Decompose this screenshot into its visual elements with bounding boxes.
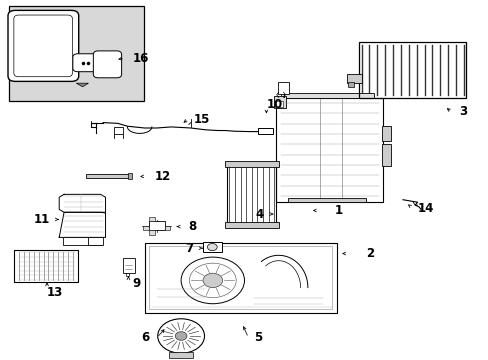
Bar: [288, 198, 366, 202]
Bar: [168, 352, 193, 357]
Bar: [275, 102, 282, 107]
Bar: [358, 42, 466, 98]
Text: 3: 3: [458, 105, 466, 118]
Bar: [281, 93, 373, 98]
Bar: [224, 222, 278, 228]
Bar: [203, 242, 221, 252]
Circle shape: [158, 319, 204, 353]
Bar: [149, 230, 155, 234]
Bar: [224, 161, 278, 167]
Bar: [149, 217, 155, 221]
Bar: [14, 250, 78, 282]
Bar: [63, 237, 102, 244]
Text: 8: 8: [188, 220, 196, 233]
Bar: [277, 82, 289, 94]
Text: 4: 4: [255, 208, 264, 221]
Bar: [143, 226, 149, 230]
FancyBboxPatch shape: [73, 54, 103, 72]
Bar: [381, 144, 390, 166]
Bar: [9, 6, 143, 101]
Bar: [276, 98, 383, 202]
FancyBboxPatch shape: [93, 51, 122, 78]
Bar: [149, 221, 164, 230]
Bar: [347, 82, 353, 87]
Bar: [258, 128, 272, 134]
Bar: [164, 226, 170, 230]
Bar: [88, 237, 103, 244]
Text: 6: 6: [141, 331, 149, 344]
Text: 15: 15: [193, 113, 209, 126]
Bar: [122, 258, 135, 273]
Text: 9: 9: [132, 278, 141, 291]
Circle shape: [203, 273, 222, 288]
Bar: [273, 96, 285, 108]
Bar: [227, 162, 276, 226]
Text: 16: 16: [132, 51, 148, 64]
Text: 12: 12: [154, 170, 170, 183]
Text: 11: 11: [33, 213, 49, 226]
FancyBboxPatch shape: [14, 15, 72, 77]
Bar: [86, 174, 130, 178]
Text: 2: 2: [366, 247, 374, 260]
Bar: [128, 173, 132, 179]
Bar: [346, 74, 361, 83]
Circle shape: [181, 257, 244, 304]
Bar: [144, 243, 336, 313]
FancyBboxPatch shape: [8, 10, 79, 81]
Polygon shape: [76, 83, 88, 87]
Circle shape: [175, 332, 186, 340]
Circle shape: [207, 243, 217, 251]
Bar: [149, 246, 331, 309]
Text: 13: 13: [47, 287, 63, 300]
Text: 5: 5: [254, 331, 262, 344]
Bar: [114, 127, 122, 134]
Text: 10: 10: [266, 98, 282, 111]
Bar: [381, 126, 390, 140]
Text: 7: 7: [185, 242, 193, 255]
Text: 14: 14: [417, 202, 433, 215]
Text: 1: 1: [334, 204, 342, 217]
